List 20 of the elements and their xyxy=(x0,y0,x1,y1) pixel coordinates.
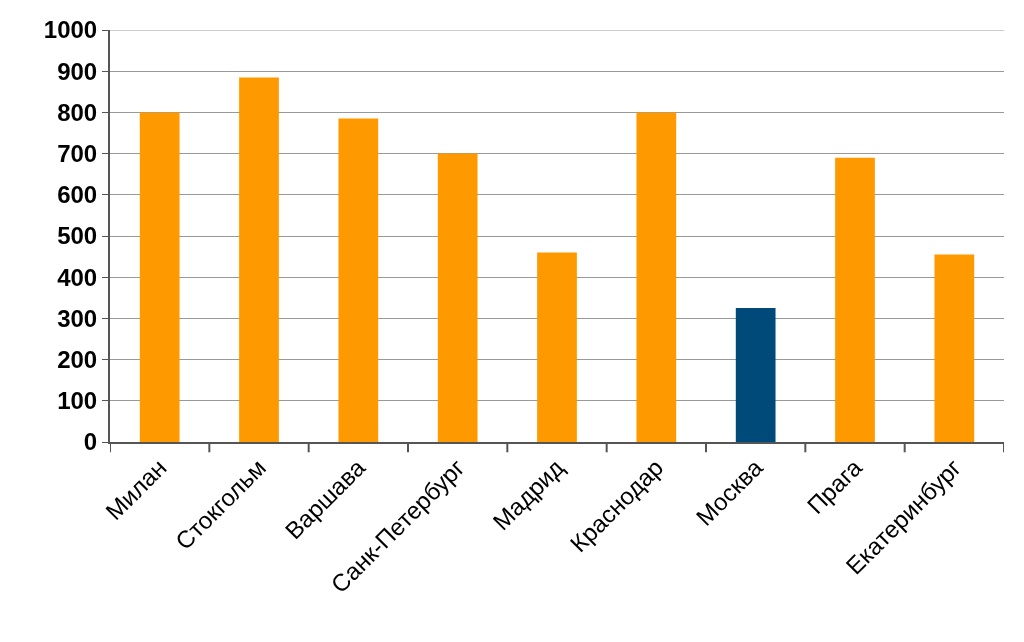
y-tick-label: 400 xyxy=(57,263,98,291)
y-tick-label: 800 xyxy=(57,98,98,126)
y-tick-label: 100 xyxy=(57,387,98,415)
y-tick-label: 1000 xyxy=(43,16,98,44)
bar xyxy=(437,153,478,442)
y-tick-label: 500 xyxy=(57,222,98,250)
bar xyxy=(636,112,677,442)
bar xyxy=(735,308,776,442)
y-tick-label: 700 xyxy=(57,140,98,167)
y-tick-label: 900 xyxy=(57,57,98,85)
bar xyxy=(537,252,577,442)
y-tick-label: 0 xyxy=(83,428,98,456)
bar xyxy=(835,157,875,442)
y-tick-label: 300 xyxy=(57,304,98,332)
bar xyxy=(239,77,279,442)
bar xyxy=(338,118,379,442)
bar xyxy=(934,254,975,442)
bar xyxy=(139,112,180,442)
y-tick-label: 600 xyxy=(57,181,98,209)
y-tick-label: 200 xyxy=(57,346,98,373)
